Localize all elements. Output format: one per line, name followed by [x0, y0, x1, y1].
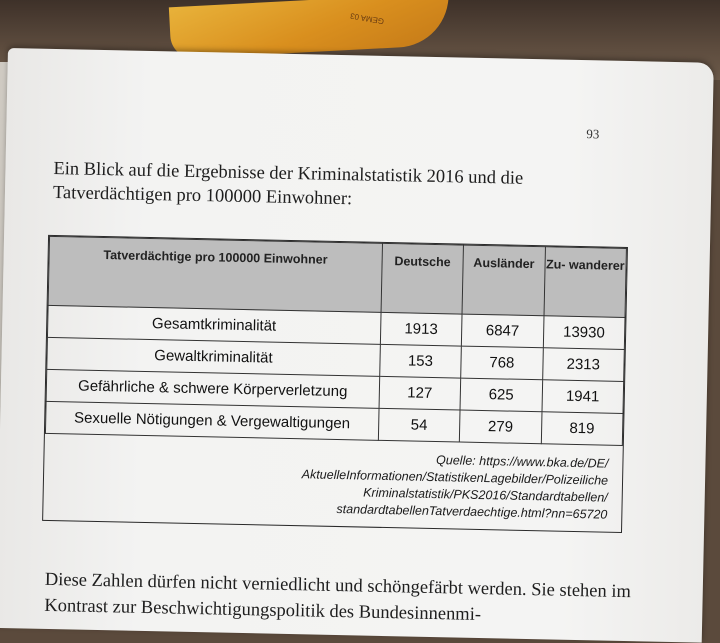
- header-auslaender: Ausländer: [462, 245, 546, 316]
- cell-deutsche: 54: [378, 408, 461, 443]
- cell-auslaender: 768: [460, 346, 543, 380]
- cell-zuwanderer: 13930: [542, 315, 625, 350]
- source-citation: Quelle: https://www.bka.de/DE/ AktuelleI…: [43, 434, 623, 532]
- cell-deutsche: 127: [378, 376, 461, 411]
- source-prefix: Quelle:: [435, 453, 476, 468]
- cell-zuwanderer: 2313: [542, 347, 625, 382]
- header-zuwanderer: Zu- wanderer: [543, 246, 627, 318]
- source-url-line1: https://www.bka.de/DE/: [479, 453, 609, 471]
- cell-auslaender: 625: [460, 378, 543, 412]
- cell-auslaender: 279: [459, 410, 542, 444]
- cell-deutsche: 153: [379, 344, 462, 379]
- cell-auslaender: 6847: [461, 314, 544, 348]
- closing-paragraph: Diese Zahlen dürfen nicht verniedlicht u…: [44, 569, 632, 626]
- cell-deutsche: 1913: [380, 312, 463, 347]
- cell-zuwanderer: 1941: [541, 379, 624, 414]
- header-label: Tatverdächtige pro 100000 Einwohner: [48, 236, 383, 313]
- intro-paragraph: Ein Blick auf die Ergebnisse der Krimina…: [52, 158, 524, 210]
- cell-zuwanderer: 819: [540, 411, 623, 446]
- table-header-row: Tatverdächtige pro 100000 Einwohner Deut…: [48, 236, 627, 318]
- header-deutsche: Deutsche: [380, 243, 464, 315]
- page-number: 93: [586, 126, 600, 142]
- book-page: 93 Ein Blick auf die Ergebnisse der Krim…: [0, 48, 714, 643]
- crime-statistics-table: Tatverdächtige pro 100000 Einwohner Deut…: [42, 234, 628, 533]
